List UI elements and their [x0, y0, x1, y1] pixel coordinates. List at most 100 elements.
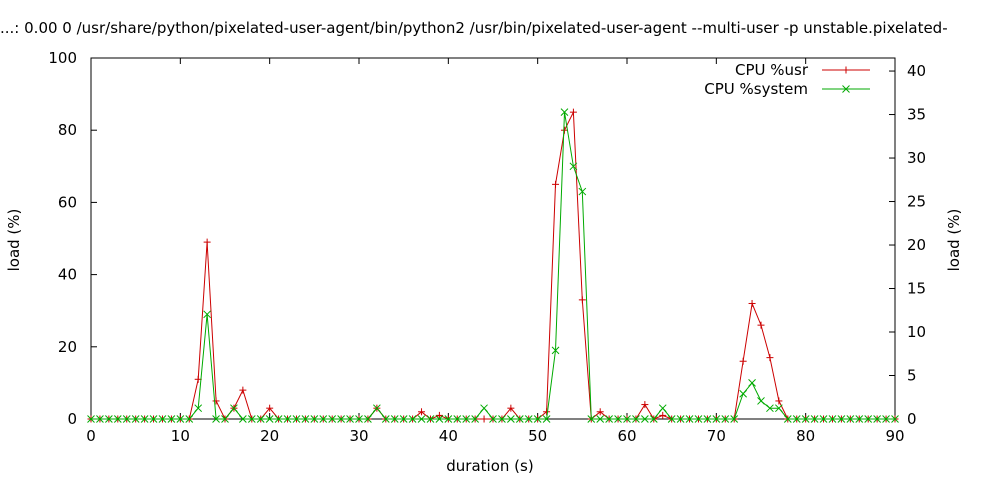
data-point-cpu-system-d2 — [212, 415, 220, 423]
data-point-cpu-system — [641, 415, 649, 423]
y2-tick-label: 10 — [907, 323, 926, 341]
data-point-cpu-system — [167, 415, 176, 423]
data-point-cpu-usr — [748, 299, 756, 307]
data-point-cpu-system — [676, 415, 685, 423]
x-tick-label: 20 — [260, 427, 279, 445]
data-point-cpu-system — [533, 415, 542, 423]
data-point-cpu-system-d2 — [301, 415, 310, 423]
data-point-cpu-system — [828, 415, 837, 423]
chart-title: ...: 0.00 0 /usr/share/python/pixelated-… — [0, 19, 948, 37]
data-point-cpu-system — [649, 415, 658, 423]
data-point-cpu-system-d2 — [122, 415, 131, 423]
data-point-cpu-system — [185, 415, 194, 423]
data-point-cpu-system — [122, 415, 131, 423]
data-point-cpu-system-d2 — [783, 415, 792, 423]
data-point-cpu-usr — [739, 357, 747, 365]
data-point-cpu-system-d2 — [623, 415, 631, 423]
data-point-cpu-system — [819, 415, 828, 423]
y2-tick-label: 25 — [907, 193, 926, 211]
data-point-cpu-system — [658, 404, 667, 413]
data-point-cpu-system — [247, 415, 256, 423]
data-point-cpu-system-d2 — [792, 415, 801, 423]
x-tick-label: 30 — [349, 427, 368, 445]
x-tick-label: 80 — [796, 427, 815, 445]
data-point-cpu-system — [783, 415, 792, 423]
data-point-cpu-system — [274, 415, 283, 423]
data-point-cpu-system — [96, 415, 104, 423]
data-point-cpu-usr — [757, 321, 765, 329]
data-point-cpu-system-d2 — [185, 415, 194, 423]
data-point-cpu-system-d2 — [373, 404, 381, 413]
data-point-cpu-system-d2 — [247, 415, 256, 423]
data-point-cpu-system — [837, 415, 846, 423]
data-point-cpu-system-d2 — [810, 415, 819, 423]
y-tick-label: 20 — [58, 338, 77, 356]
data-point-cpu-system — [194, 404, 203, 413]
data-point-cpu-usr — [596, 408, 604, 416]
x-tick-label: 40 — [439, 427, 458, 445]
data-point-cpu-system — [444, 415, 453, 423]
data-point-cpu-system — [757, 397, 765, 405]
data-point-cpu-usr — [569, 108, 577, 116]
data-point-cpu-system-d2 — [614, 415, 622, 423]
data-point-cpu-system — [140, 415, 149, 423]
data-point-cpu-system-d2 — [435, 415, 444, 423]
data-point-cpu-system-d2 — [587, 415, 596, 423]
data-point-cpu-system — [176, 415, 185, 423]
data-point-cpu-system-d2 — [694, 415, 703, 423]
data-point-cpu-system-d2 — [560, 108, 569, 117]
data-point-cpu-system-d2 — [542, 415, 551, 423]
series-line-cpu-usr — [91, 110, 895, 420]
data-point-cpu-usr — [239, 386, 247, 394]
data-point-cpu-usr — [543, 408, 551, 416]
data-point-cpu-system-d2 — [864, 415, 873, 423]
data-point-cpu-system-d2 — [855, 415, 864, 423]
data-point-cpu-system — [435, 415, 444, 423]
data-point-cpu-system-d2 — [292, 415, 301, 423]
data-point-cpu-system-d2 — [87, 415, 95, 423]
data-point-cpu-system — [426, 415, 435, 423]
data-point-cpu-system — [364, 415, 372, 423]
data-point-cpu-system — [471, 415, 479, 423]
data-point-cpu-system — [667, 415, 676, 423]
y2-tick-label: 0 — [907, 410, 917, 428]
data-point-cpu-system-d2 — [471, 415, 479, 423]
data-point-cpu-system-d2 — [703, 415, 712, 423]
data-point-cpu-system — [596, 415, 605, 423]
data-point-cpu-system-d2 — [319, 415, 328, 423]
data-point-cpu-system — [810, 415, 819, 423]
data-point-cpu-system — [855, 415, 864, 423]
data-point-cpu-usr — [212, 397, 220, 405]
data-point-cpu-system-d2 — [453, 415, 462, 423]
data-point-cpu-system-d2 — [355, 415, 363, 423]
x-tick-label: 50 — [528, 427, 547, 445]
data-point-cpu-system-d2 — [194, 404, 203, 413]
data-point-cpu-system-d2 — [149, 415, 158, 423]
data-point-cpu-system-d2 — [712, 415, 721, 423]
data-point-cpu-system-d2 — [721, 415, 730, 423]
data-point-cpu-system — [283, 415, 292, 423]
legend-marker-cpu-system-d2 — [842, 85, 850, 93]
data-point-cpu-system — [230, 404, 238, 413]
data-point-cpu-system — [587, 415, 596, 423]
data-point-cpu-system-d2 — [685, 415, 694, 423]
data-point-cpu-usr — [203, 238, 211, 246]
data-point-cpu-system-d2 — [230, 404, 238, 413]
data-point-cpu-system-d2 — [757, 397, 765, 405]
data-point-cpu-system-d2 — [337, 415, 345, 423]
y2-tick-label: 35 — [907, 106, 926, 124]
legend-marker-cpu-usr — [842, 66, 850, 74]
data-point-cpu-system-d2 — [283, 415, 292, 423]
data-point-cpu-system — [417, 415, 426, 423]
series-layer — [87, 108, 899, 423]
data-point-cpu-system — [864, 415, 873, 423]
data-point-cpu-system — [113, 415, 122, 423]
data-point-cpu-system — [730, 415, 739, 423]
data-point-cpu-system — [498, 415, 506, 423]
data-point-cpu-system-d2 — [882, 415, 890, 423]
y2-tick-label: 20 — [907, 236, 926, 254]
y2-tick-label: 5 — [907, 367, 917, 385]
data-point-cpu-system — [408, 415, 417, 423]
data-point-cpu-system-d2 — [274, 415, 283, 423]
